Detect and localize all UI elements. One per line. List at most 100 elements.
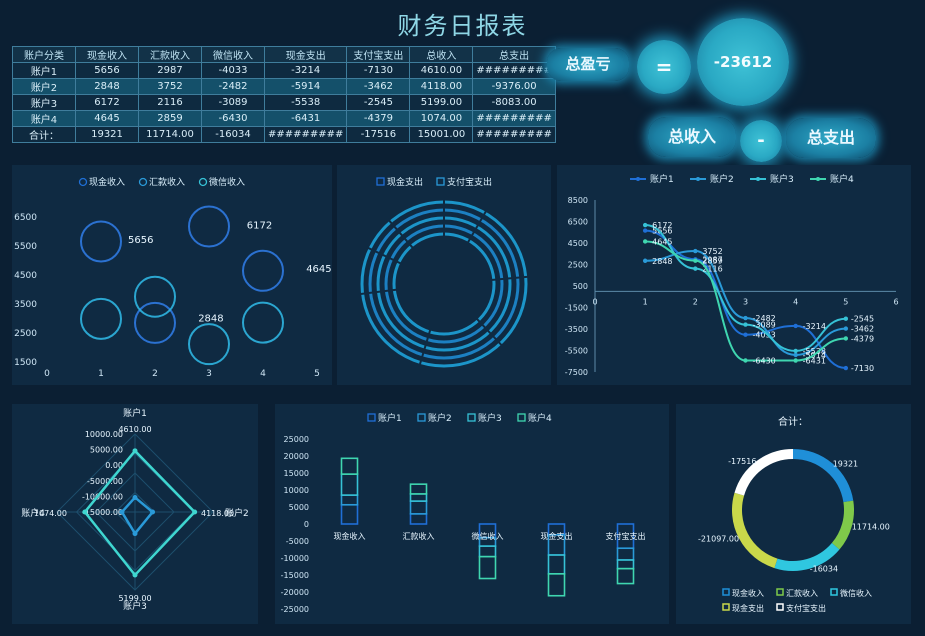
table-cell: 15001.00 [409, 126, 474, 143]
stacked-box [340, 494, 359, 506]
table-cell: -17516 [346, 126, 411, 143]
radar-point [150, 509, 156, 515]
legend-swatch [467, 413, 476, 422]
y-tick-label: 4500 [14, 271, 37, 281]
x-tick-label: 0 [44, 369, 50, 379]
data-label: -2545 [851, 315, 874, 324]
table-cell: -4033 [201, 62, 265, 79]
stacked-box [547, 573, 566, 597]
line-point [642, 228, 648, 233]
legend-swatch [722, 588, 730, 596]
table-header-cell: 总收入 [409, 46, 474, 63]
data-label: -2482 [753, 314, 776, 323]
donut-panel: 合计： 19321 11714.00 -16034 -21097.00 -17516 现金收… [676, 404, 911, 624]
radar-tick-label: 5000.00 [90, 446, 123, 455]
table-cell: -6430 [201, 110, 265, 127]
line-point [793, 352, 798, 358]
data-label: -7130 [851, 364, 874, 373]
data-label: 5656 [128, 235, 153, 246]
radar-axis-value: 5199.00 [118, 594, 151, 603]
table-cell: 合计： [12, 126, 76, 143]
x-tick-label: 3 [743, 297, 748, 306]
table-cell: 5656 [75, 62, 139, 79]
legend-label: 账户2 [428, 412, 452, 424]
radar-axis-label: 账户3 [123, 600, 147, 612]
table-cell: 账户2 [12, 78, 76, 95]
table-cell: 账户1 [12, 62, 76, 79]
radar-point [82, 509, 88, 515]
table-cell: -16034 [201, 126, 265, 143]
x-tick-label: 5 [314, 369, 320, 379]
x-tick-label: 5 [843, 297, 848, 306]
line-point [693, 258, 698, 263]
data-label: -5538 [803, 347, 826, 356]
stacked-box [616, 559, 635, 570]
line-point [693, 248, 698, 254]
line-point [793, 323, 798, 329]
table-cell: -3089 [201, 94, 265, 111]
legend-swatch [776, 603, 784, 611]
table-row: 账户1 5656 2987 -4033 -3214 -7130 4610.00 #######… [12, 62, 556, 79]
stacked-box [409, 500, 428, 515]
ring-separator [489, 275, 530, 282]
table-cell: -3214 [263, 62, 348, 79]
radar-tick-label: -15000.00 [82, 508, 123, 517]
stacked-box [478, 555, 497, 580]
table-cell: 4118.00 [409, 78, 474, 95]
box-panel: 账户1 账户2 账户3 账户4 25000 20000 15000 10000 5000 0 -50… [275, 404, 669, 624]
bubble-point [188, 205, 230, 248]
page-title: 财务日报表 [397, 12, 528, 40]
legend-label: 现金支出 [732, 603, 764, 613]
table-cell: -2545 [346, 94, 411, 111]
radar-tick-label: 10000.00 [85, 430, 123, 439]
total-profit-label: 总盈亏 [547, 48, 629, 81]
table-cell: ######### [263, 126, 348, 143]
donut-slice [792, 449, 854, 503]
legend-swatch [830, 588, 838, 596]
data-label: 4645 [306, 264, 331, 275]
y-tick-label: 2500 [568, 261, 588, 270]
line-point [642, 222, 648, 228]
data-label: -6431 [803, 357, 826, 366]
y-tick-label: -7500 [565, 368, 588, 377]
table-row: 合计： 19321 11714.00 -16034 ######### -17516 150… [12, 126, 556, 143]
legend-swatch [722, 603, 730, 611]
rings-chart: 现金支出 支付宝支出 [358, 176, 530, 368]
category-label: 支付宝支出 [606, 531, 646, 541]
y-tick-label: 6500 [14, 213, 37, 223]
legend-swatch [756, 177, 760, 181]
table-header-cell: 现金收入 [75, 46, 139, 63]
total-profit-value: -23612 [697, 18, 789, 106]
y-tick-label: 500 [573, 282, 588, 291]
table-cell: -3462 [346, 78, 411, 95]
stacked-box [616, 567, 635, 585]
rings-panel: 现金支出 支付宝支出 [337, 165, 551, 385]
table-cell: -2482 [201, 78, 265, 95]
legend-swatch [816, 177, 820, 181]
y-tick-label: -25000 [281, 605, 309, 614]
x-tick-label: 2 [152, 369, 158, 379]
table-header-cell: 账户分类 [12, 46, 76, 63]
legend-label: 账户3 [478, 412, 502, 424]
table-cell: -7130 [346, 62, 411, 79]
legend-label: 账户1 [378, 412, 402, 424]
stacked-box [409, 483, 428, 495]
box-chart: 账户1 账户2 账户3 账户4 25000 20000 15000 10000 5000 0 -50… [281, 412, 646, 614]
line-point [843, 365, 849, 371]
table-cell: 19321 [75, 126, 139, 143]
x-tick-label: 1 [643, 297, 648, 306]
legend-label: 支付宝支出 [447, 176, 492, 188]
line-point [793, 358, 798, 363]
data-label: -4033 [753, 331, 776, 340]
data-label: 5656 [652, 227, 672, 236]
legend-swatch [417, 413, 426, 422]
legend-swatch [436, 177, 445, 186]
table-cell: 2116 [138, 94, 202, 111]
table-row: 账户3 6172 2116 -3089 -5538 -2545 5199.00 -8083.0… [12, 94, 556, 111]
bubble-point [80, 297, 122, 340]
legend-swatch [636, 177, 640, 181]
table-header-cell: 微信收入 [201, 46, 265, 63]
equals-sign: = [637, 40, 691, 94]
y-tick-label: -20000 [281, 588, 309, 597]
ring-separator [466, 208, 488, 245]
